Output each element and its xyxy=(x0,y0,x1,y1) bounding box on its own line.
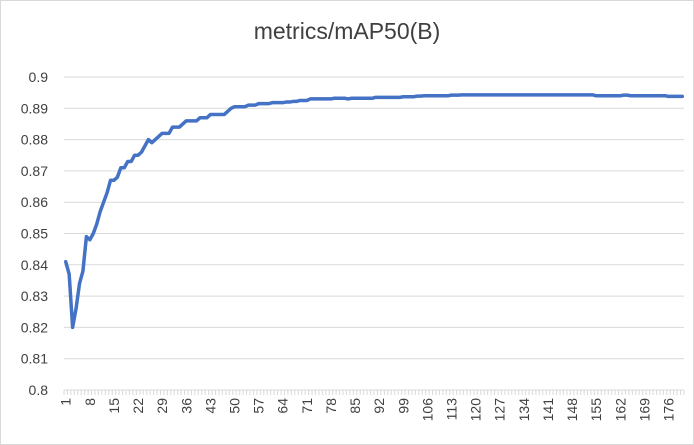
series-line xyxy=(63,93,685,330)
x-tick-label: 169 xyxy=(636,398,652,422)
x-tick-label: 1 xyxy=(58,398,74,406)
y-tick-label: 0.84 xyxy=(21,257,48,273)
x-tick-label: 15 xyxy=(106,398,122,414)
x-tick-label: 29 xyxy=(154,398,170,414)
y-tick-label: 0.9 xyxy=(29,69,49,85)
x-tick-label: 8 xyxy=(82,398,98,406)
x-tick-label: 57 xyxy=(251,398,267,414)
y-tick-label: 0.81 xyxy=(21,351,48,367)
x-tick-label: 43 xyxy=(202,398,218,414)
x-tick-label: 64 xyxy=(275,398,291,414)
x-tick-label: 78 xyxy=(323,398,339,414)
y-tick-label: 0.88 xyxy=(21,132,48,148)
x-tick-label: 176 xyxy=(661,398,677,422)
x-tick-label: 85 xyxy=(347,398,363,414)
y-tick-label: 0.86 xyxy=(21,194,48,210)
y-tick-label: 0.89 xyxy=(21,100,48,116)
chart-title: metrics/mAP50(B) xyxy=(253,18,441,44)
x-tick-label: 92 xyxy=(371,398,387,414)
x-tick-label: 106 xyxy=(419,398,435,422)
y-tick-label: 0.87 xyxy=(21,163,48,179)
x-tick-label: 141 xyxy=(540,398,556,422)
x-tick-label: 113 xyxy=(444,398,460,421)
y-tick-label: 0.82 xyxy=(21,319,48,335)
y-tick-label: 0.83 xyxy=(21,288,48,304)
x-tick-label: 50 xyxy=(227,398,243,414)
x-tick-label: 22 xyxy=(130,398,146,414)
y-tick-label: 0.8 xyxy=(29,382,49,398)
x-tick-label: 99 xyxy=(395,398,411,414)
x-tick-label: 127 xyxy=(492,398,508,422)
x-tick-label: 155 xyxy=(588,398,604,422)
y-tick-label: 0.85 xyxy=(21,226,48,242)
x-tick-label: 162 xyxy=(612,398,628,422)
x-tick-label: 71 xyxy=(299,398,315,414)
x-tick-label: 148 xyxy=(564,398,580,422)
x-tick-label: 120 xyxy=(468,398,484,422)
x-tick-label: 134 xyxy=(516,398,532,422)
x-tick-label: 36 xyxy=(178,398,194,414)
